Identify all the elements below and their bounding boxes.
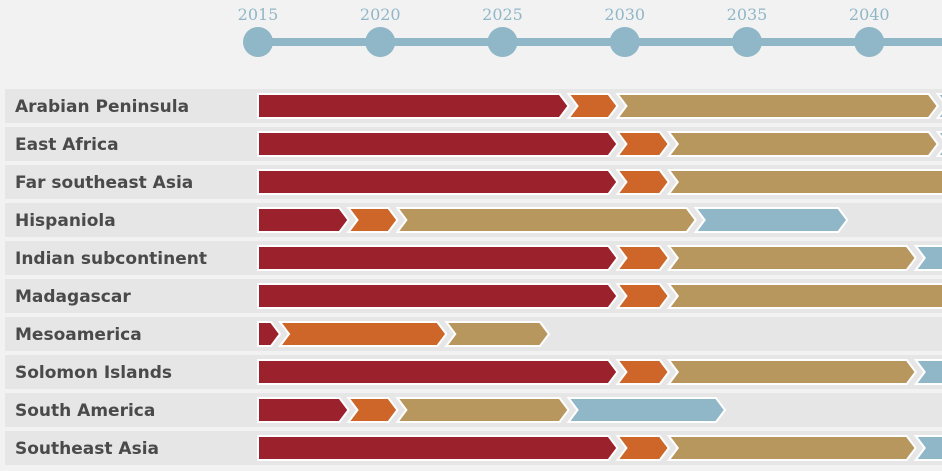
timeline: 2015 2020 2025 2030 2035 2040: [238, 5, 942, 57]
phase-3-bar: [666, 435, 917, 461]
chart-row: Southeast Asia: [5, 431, 942, 465]
phase-2-bar: [615, 435, 671, 461]
timeline-year-label: 2040: [849, 5, 890, 24]
timeline-marker: [609, 27, 640, 57]
chart-row: Hispaniola: [5, 203, 942, 237]
row-label: Hispaniola: [15, 211, 116, 231]
timeline-year-label: 2030: [604, 5, 645, 24]
phase-1-bar: [257, 169, 619, 195]
phase-2-bar: [615, 283, 671, 309]
timeline-year-label: 2015: [238, 5, 279, 24]
chart-row: East Africa: [5, 127, 942, 161]
chart-row: Solomon Islands: [5, 355, 942, 389]
phase-4-bar: [913, 435, 942, 461]
phase-1-bar: [257, 321, 282, 347]
timeline-marker: [365, 27, 396, 57]
phase-2-bar: [615, 245, 671, 271]
chart-row: Madagascar: [5, 279, 942, 313]
row-label: Mesoamerica: [15, 325, 142, 345]
chart-row: Far southeast Asia: [5, 165, 942, 199]
phase-2-bar: [615, 169, 671, 195]
phase-3-bar: [666, 169, 942, 195]
phase-3-bar: [666, 245, 917, 271]
chart-row: Indian subcontinent: [5, 241, 942, 275]
phase-3-bar: [444, 321, 551, 347]
row-label: Solomon Islands: [15, 363, 172, 383]
phase-4-bar: [913, 359, 942, 385]
phase-2-bar: [615, 359, 671, 385]
timeline-marker: [854, 27, 885, 57]
timeline-marker: [243, 27, 273, 57]
phase-3-bar: [395, 397, 570, 423]
timeline-year-label: 2020: [360, 5, 401, 24]
phase-3-bar: [666, 283, 942, 309]
timeline-marker: [732, 27, 762, 57]
phase-3-bar: [395, 207, 697, 233]
row-label: East Africa: [15, 135, 119, 155]
phase-1-bar: [257, 245, 619, 271]
phase-4-bar: [693, 207, 849, 233]
timeline-year-label: 2035: [727, 5, 768, 24]
chart-row: South America: [5, 393, 942, 427]
row-label: Far southeast Asia: [15, 173, 193, 193]
phase-2-bar: [346, 207, 399, 233]
row-label: Indian subcontinent: [15, 249, 207, 269]
phase-3-bar: [666, 359, 917, 385]
phase-2-bar: [615, 131, 671, 157]
phase-1-bar: [257, 283, 619, 309]
chart-row: Mesoamerica: [5, 317, 942, 351]
phase-2-bar: [566, 93, 619, 119]
phase-1-bar: [257, 397, 350, 423]
phase-2-bar: [278, 321, 448, 347]
phase-3-bar: [666, 131, 939, 157]
phase-4-bar: [566, 397, 727, 423]
row-label: Madagascar: [15, 287, 131, 307]
phase-1-bar: [257, 435, 619, 461]
timeline-marker: [487, 27, 518, 57]
row-label: Arabian Peninsula: [15, 97, 189, 117]
row-label: Southeast Asia: [15, 439, 159, 459]
phase-1-bar: [257, 131, 619, 157]
chart-row: Arabian Peninsula: [5, 89, 942, 123]
row-label: South America: [15, 401, 155, 421]
phase-1-bar: [257, 93, 570, 119]
phase-2-bar: [346, 397, 399, 423]
phase-3-bar: [615, 93, 939, 119]
phase-4-bar: [913, 245, 942, 271]
phase-1-bar: [257, 207, 350, 233]
timeline-year-label: 2025: [482, 5, 523, 24]
phase-1-bar: [257, 359, 619, 385]
